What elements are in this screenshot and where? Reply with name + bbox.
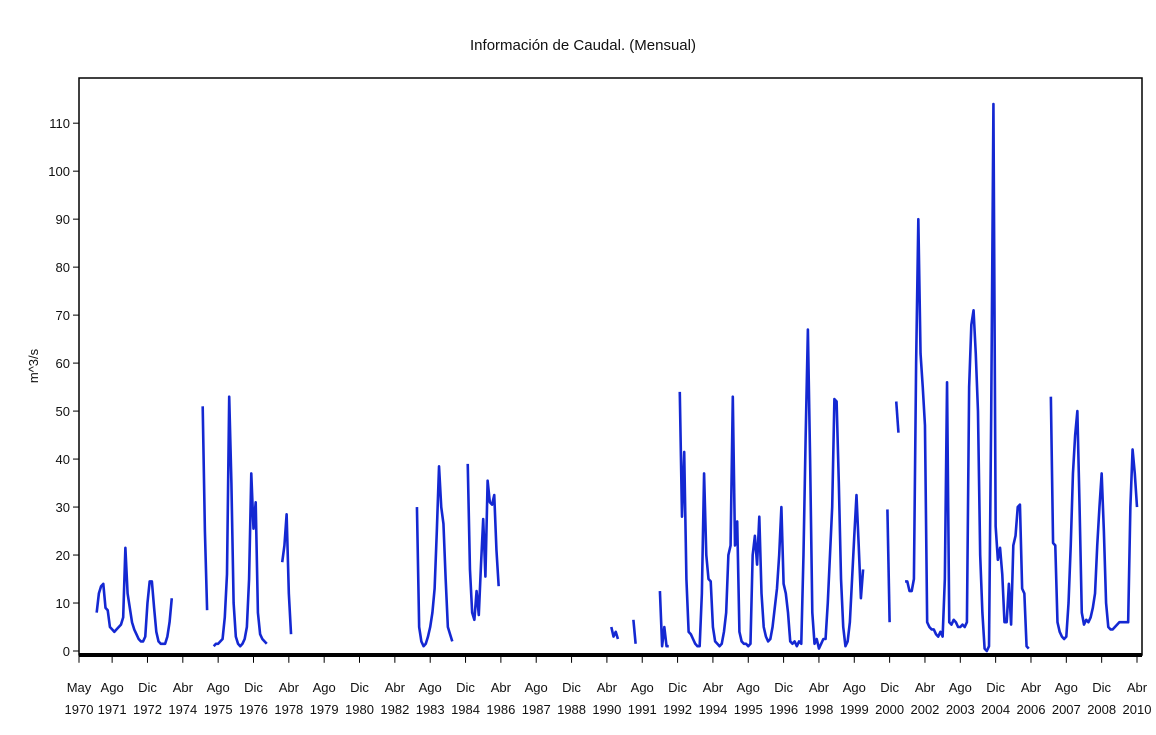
x-tick-label: Ago 1983 [416, 680, 445, 717]
x-tick-label: Abr 2002 [910, 680, 939, 717]
data-line [1049, 396, 1139, 641]
x-tick-label: Abr 1998 [804, 680, 833, 717]
x-tick-label: Ago 1975 [204, 680, 233, 717]
chart-title: Información de Caudal. (Mensual) [470, 37, 696, 54]
data-line [466, 463, 500, 622]
x-tick-label: Dic 1976 [239, 680, 268, 717]
data-line [212, 395, 268, 648]
x-tick-label: Ago 1991 [628, 680, 657, 717]
x-tick-label: Ago 1979 [310, 680, 339, 717]
data-line [658, 590, 669, 648]
x-tick-label: Ago 2007 [1052, 680, 1081, 717]
y-tick-label: 50 [56, 404, 70, 419]
data-line [95, 546, 174, 646]
data-line [415, 464, 454, 648]
data-line [280, 512, 293, 635]
x-tick-label: Abr 2010 [1123, 680, 1152, 717]
x-tick-label: Abr 1986 [486, 680, 515, 717]
y-tick-label: 0 [63, 644, 70, 659]
y-tick-label: 60 [56, 356, 70, 371]
y-tick-label: 10 [56, 596, 70, 611]
y-tick-label: 110 [49, 116, 70, 131]
data-line [610, 626, 620, 640]
data-line [678, 328, 865, 650]
x-tick-label: Dic 2004 [981, 680, 1010, 717]
x-tick-label: Ago 1971 [98, 680, 127, 717]
data-line [632, 619, 637, 644]
data-line [894, 401, 900, 433]
y-tick-label: 20 [56, 548, 70, 563]
x-tick-label: Dic 1996 [769, 680, 798, 717]
x-tick-label: Ago 1999 [840, 680, 869, 717]
x-tick-label: Abr 1982 [380, 680, 409, 717]
x-tick-label: Dic 1972 [133, 680, 162, 717]
x-tick-label: Abr 1990 [592, 680, 621, 717]
x-tick-label: May 1970 [65, 680, 94, 717]
x-tick-label: Ago 1995 [734, 680, 763, 717]
x-tick-label: Abr 1994 [698, 680, 727, 717]
x-tick-label: Dic 1992 [663, 680, 692, 717]
y-tick-label: 100 [48, 164, 70, 179]
y-tick-label: 80 [56, 260, 70, 275]
x-tick-label: Dic 1988 [557, 680, 586, 717]
x-tick-label: Abr 1974 [168, 680, 197, 717]
y-tick-label: 90 [56, 212, 70, 227]
y-tick-label: 40 [56, 452, 70, 467]
y-tick-label: 30 [56, 500, 70, 515]
x-tick-label: Abr 1978 [274, 680, 303, 717]
x-tick-label: Ago 1987 [522, 680, 551, 717]
x-tick-label: Abr 2006 [1017, 680, 1046, 717]
x-tick-label: Dic 1980 [345, 680, 374, 717]
x-tick-label: Dic 2000 [875, 680, 904, 717]
plot-frame [78, 77, 1143, 656]
data-line [905, 102, 1030, 653]
x-tick-label: Dic 1984 [451, 680, 480, 717]
data-line [201, 406, 209, 611]
data-line [886, 509, 891, 623]
x-tick-label: Ago 2003 [946, 680, 975, 717]
x-tick-label: Dic 2008 [1087, 680, 1116, 717]
y-tick-label: 70 [56, 308, 70, 323]
y-axis-label: m^3/s [26, 348, 41, 383]
